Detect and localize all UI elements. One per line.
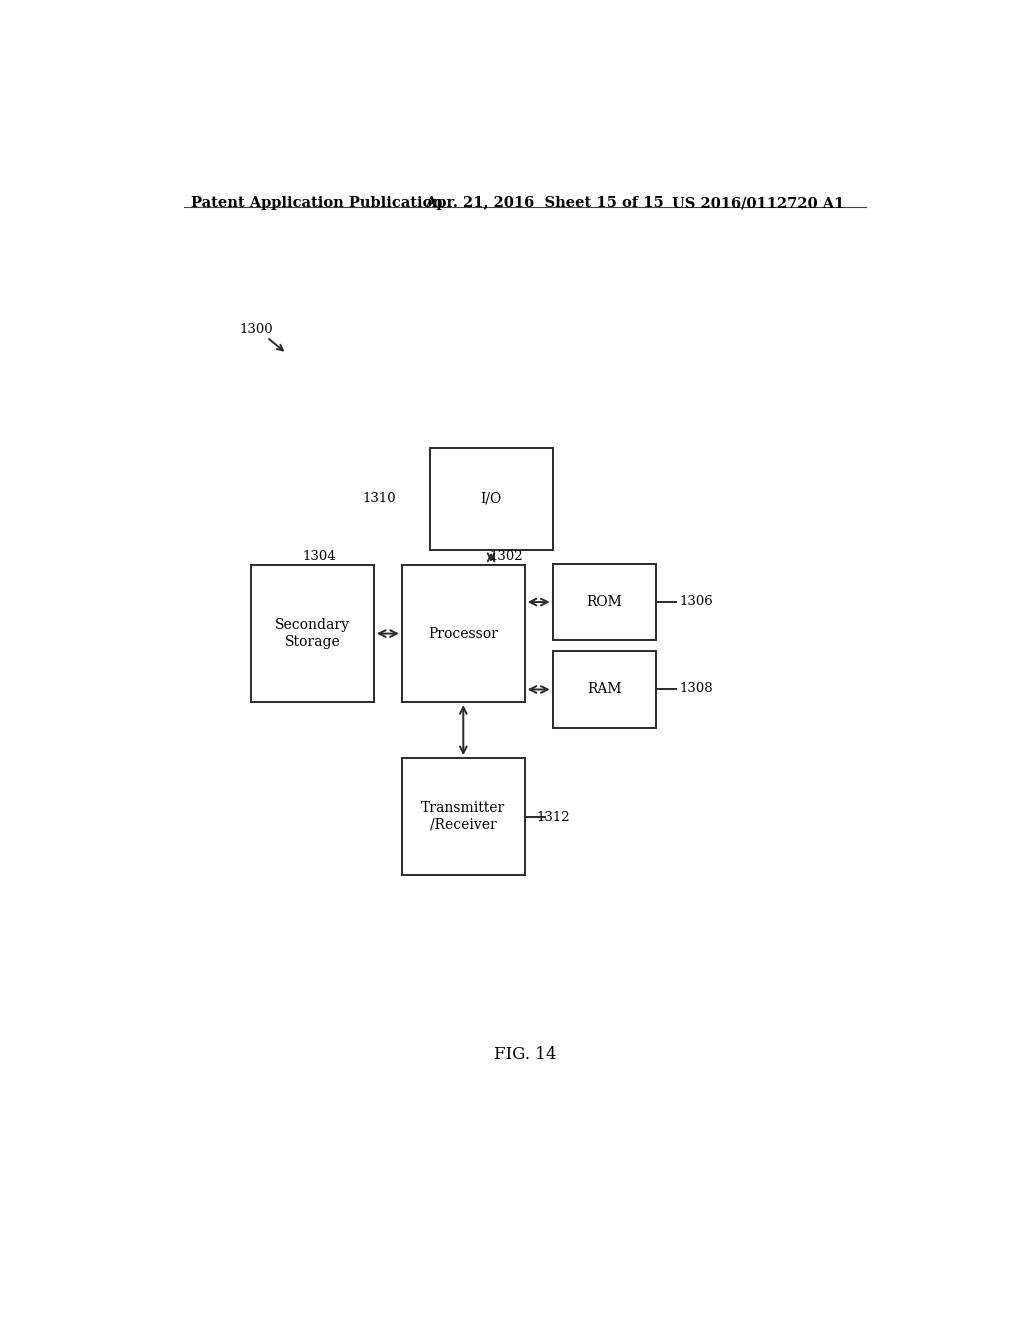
Bar <box>430 447 553 549</box>
Text: Patent Application Publication: Patent Application Publication <box>191 195 443 210</box>
Text: 1308: 1308 <box>680 682 713 696</box>
Text: Apr. 21, 2016  Sheet 15 of 15: Apr. 21, 2016 Sheet 15 of 15 <box>426 195 665 210</box>
Text: RAM: RAM <box>587 682 622 697</box>
Bar <box>401 758 524 875</box>
Text: FIG. 14: FIG. 14 <box>494 1047 556 1064</box>
Bar <box>251 565 374 702</box>
Text: US 2016/0112720 A1: US 2016/0112720 A1 <box>672 195 844 210</box>
Text: Processor: Processor <box>428 627 499 640</box>
Text: 1302: 1302 <box>489 550 522 564</box>
Text: 1306: 1306 <box>680 595 714 609</box>
Text: ROM: ROM <box>587 595 622 609</box>
Text: 1310: 1310 <box>362 492 395 506</box>
Text: 1304: 1304 <box>303 550 336 564</box>
Bar <box>553 564 655 640</box>
Bar <box>553 651 655 727</box>
Bar <box>401 565 524 702</box>
Text: Secondary
Storage: Secondary Storage <box>275 619 350 648</box>
Text: I/O: I/O <box>480 492 502 506</box>
Text: Transmitter
/Receiver: Transmitter /Receiver <box>421 801 506 832</box>
Text: 1300: 1300 <box>240 323 272 337</box>
Text: 1312: 1312 <box>537 810 570 824</box>
